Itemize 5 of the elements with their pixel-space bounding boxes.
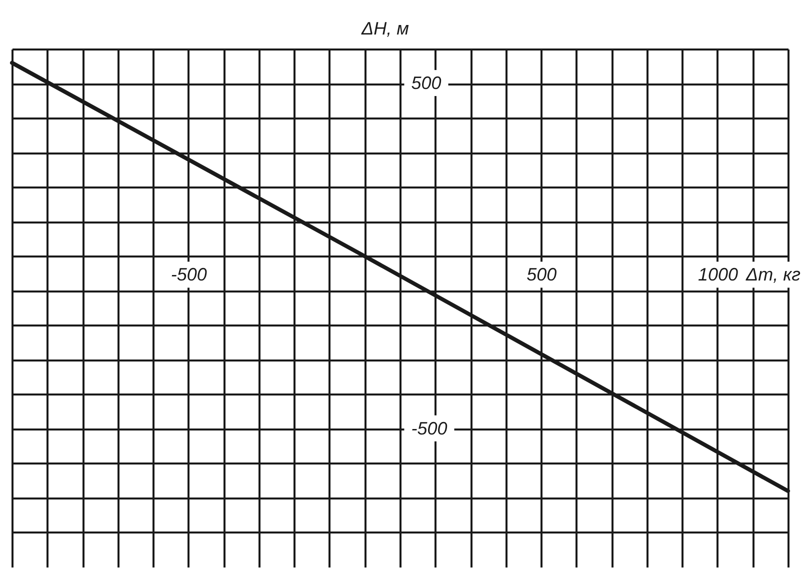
y-axis-title: ΔH, м: [360, 18, 409, 38]
x-tick-label: -500: [170, 264, 207, 285]
x-axis-title: Δm, кг: [745, 264, 801, 285]
x-tick-label: 500: [526, 264, 557, 285]
x-tick-label: 1000: [698, 264, 738, 285]
